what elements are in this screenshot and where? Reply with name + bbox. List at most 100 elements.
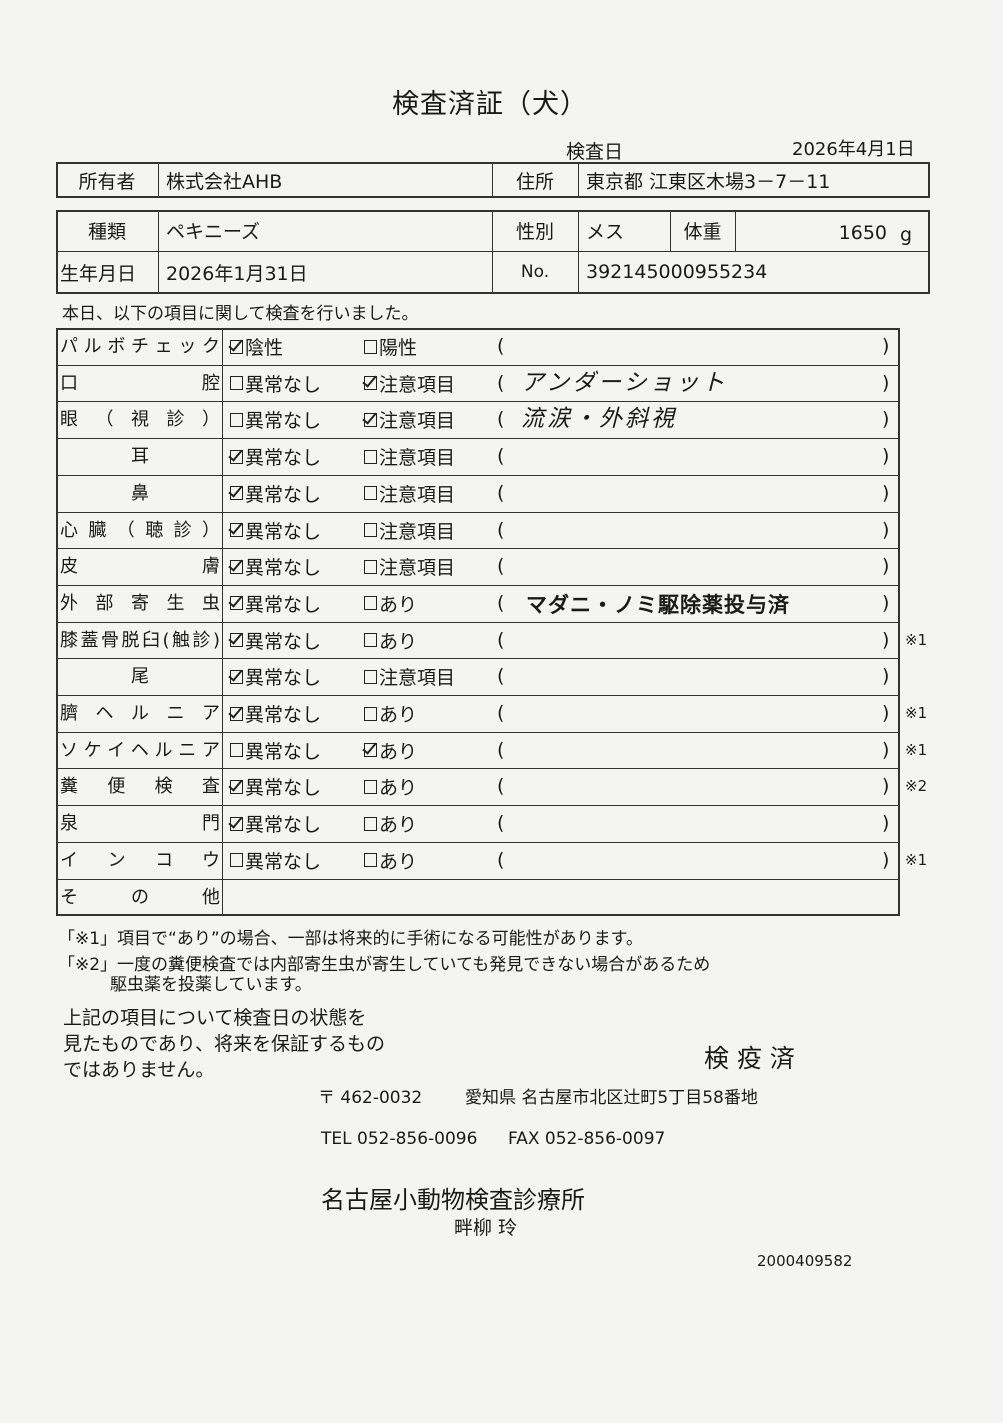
exam-row-other: その他 (56, 879, 900, 916)
exam-item-label: 糞便検査 (60, 776, 220, 798)
close-paren: ) (882, 445, 890, 468)
checkbox-icon[interactable] (364, 706, 377, 721)
checkbox-icon[interactable] (364, 743, 377, 758)
checkbox-icon[interactable] (364, 339, 377, 354)
checkbox-icon[interactable] (230, 706, 243, 721)
exam-item-label: パルボチェック (60, 336, 220, 357)
clinic-fax: FAX 052-856-0097 (508, 1129, 666, 1149)
footnote-2-line-2: 駆虫薬を投薬しています。 (110, 975, 312, 995)
checkbox-icon[interactable] (230, 779, 243, 794)
option-2[interactable]: あり (364, 585, 417, 622)
exam-item-label: 皮膚 (60, 556, 220, 578)
checkbox-icon[interactable] (230, 853, 243, 868)
checkbox-icon[interactable] (230, 412, 243, 427)
option-1[interactable]: 異常なし (230, 401, 321, 438)
option-1-label: 異常なし (245, 740, 322, 763)
option-1[interactable]: 異常なし (230, 438, 321, 475)
checkbox-icon[interactable] (364, 633, 377, 648)
checkbox-icon[interactable] (364, 669, 377, 684)
checkbox-icon[interactable] (230, 633, 243, 648)
checkbox-icon[interactable] (230, 339, 243, 354)
option-2[interactable]: 注意項目 (364, 475, 455, 512)
number-label: No. (520, 262, 550, 282)
checkbox-icon[interactable] (230, 669, 243, 684)
checkbox-icon[interactable] (364, 596, 377, 611)
option-2[interactable]: あり (364, 732, 417, 769)
option-1-label: 異常なし (245, 667, 322, 690)
option-2-label: あり (379, 850, 418, 873)
exam-item-label: インコウ (60, 849, 220, 871)
option-1[interactable]: 異常なし (230, 842, 321, 879)
option-2[interactable]: 注意項目 (364, 365, 455, 402)
checkbox-icon[interactable] (364, 559, 377, 574)
checkbox-icon[interactable] (364, 523, 377, 537)
checkbox-icon[interactable] (230, 559, 243, 574)
open-paren: ( (497, 555, 505, 578)
checkbox-icon[interactable] (364, 779, 377, 794)
postal-code: 〒 462-0032 (318, 1088, 423, 1108)
option-2[interactable]: 注意項目 (364, 401, 455, 438)
address-label: 住所 (515, 170, 554, 193)
option-1-label: 陰性 (245, 337, 284, 359)
footnote-mark: ※1 (905, 704, 928, 722)
open-paren: ( (497, 335, 505, 357)
option-2[interactable]: 注意項目 (364, 548, 455, 585)
checkbox-icon[interactable] (230, 816, 243, 831)
option-1[interactable]: 異常なし (230, 805, 321, 842)
option-2[interactable]: あり (364, 805, 417, 842)
option-2[interactable]: 注意項目 (364, 438, 455, 475)
checkbox-icon[interactable] (230, 523, 243, 537)
option-1[interactable]: 異常なし (230, 548, 321, 585)
option-2[interactable]: 陽性 (364, 328, 417, 365)
option-1[interactable]: 異常なし (230, 695, 321, 732)
checkbox-icon[interactable] (230, 596, 243, 611)
clinic-address: 愛知県 名古屋市北区辻町5丁目58番地 (465, 1088, 758, 1108)
exam-note: マダニ・ノミ駆除薬投与済 (526, 592, 790, 617)
option-2[interactable]: あり (364, 695, 417, 732)
exam-item-label: 膝蓋骨脱臼(触診) (60, 629, 220, 651)
checkbox-icon[interactable] (364, 486, 377, 501)
option-2-label: 注意項目 (379, 410, 456, 433)
option-1[interactable]: 異常なし (230, 622, 321, 659)
close-paren: ) (882, 371, 890, 394)
checkbox-icon[interactable] (230, 376, 243, 391)
option-2[interactable]: 注意項目 (364, 512, 455, 549)
option-1-label: 異常なし (245, 814, 322, 837)
open-paren: ( (497, 518, 505, 541)
checkbox-icon[interactable] (364, 376, 377, 391)
checkbox-icon[interactable] (364, 412, 377, 427)
checkbox-icon[interactable] (230, 743, 243, 758)
option-1[interactable]: 異常なし (230, 768, 321, 805)
disclaimer-line-3: ではありません。 (63, 1059, 215, 1081)
open-paren: ( (497, 408, 505, 431)
exam-item-label: 外部寄生虫 (60, 592, 220, 614)
checkbox-icon[interactable] (364, 816, 377, 831)
checkbox-icon[interactable] (230, 449, 243, 464)
checkbox-icon[interactable] (364, 449, 377, 464)
option-2[interactable]: あり (364, 768, 417, 805)
option-2[interactable]: 注意項目 (364, 658, 455, 695)
owner-value: 株式会社AHB (166, 170, 283, 193)
option-1[interactable]: 異常なし (230, 585, 321, 622)
close-paren: ) (882, 812, 890, 835)
option-2[interactable]: あり (364, 622, 417, 659)
option-1[interactable]: 異常なし (230, 732, 321, 769)
option-1[interactable]: 異常なし (230, 512, 321, 549)
exam-row: ソケイヘルニア 異常なし あり ( ) ※1 (56, 731, 927, 769)
option-1[interactable]: 異常なし (230, 475, 321, 512)
option-1-label: 異常なし (245, 704, 322, 726)
intro-text: 本日、以下の項目に関して検査を行いました。 (62, 304, 419, 324)
option-1[interactable]: 陰性 (230, 328, 283, 365)
exam-item-label: 鼻 (131, 482, 149, 504)
close-paren: ) (882, 408, 890, 431)
exam-row: 皮膚 異常なし 注意項目 ( ) (56, 548, 900, 585)
checkbox-icon[interactable] (364, 853, 377, 868)
option-1[interactable]: 異常なし (230, 658, 321, 695)
option-2-label: あり (379, 630, 418, 653)
exam-row: 外部寄生虫 異常なし あり ( マダニ・ノミ駆除薬投与済 ) (56, 584, 900, 622)
checkbox-icon[interactable] (230, 486, 243, 501)
birth-label: 生年月日 (60, 262, 137, 285)
option-1[interactable]: 異常なし (230, 365, 321, 402)
option-2[interactable]: あり (364, 842, 417, 879)
owner-table (56, 162, 930, 198)
